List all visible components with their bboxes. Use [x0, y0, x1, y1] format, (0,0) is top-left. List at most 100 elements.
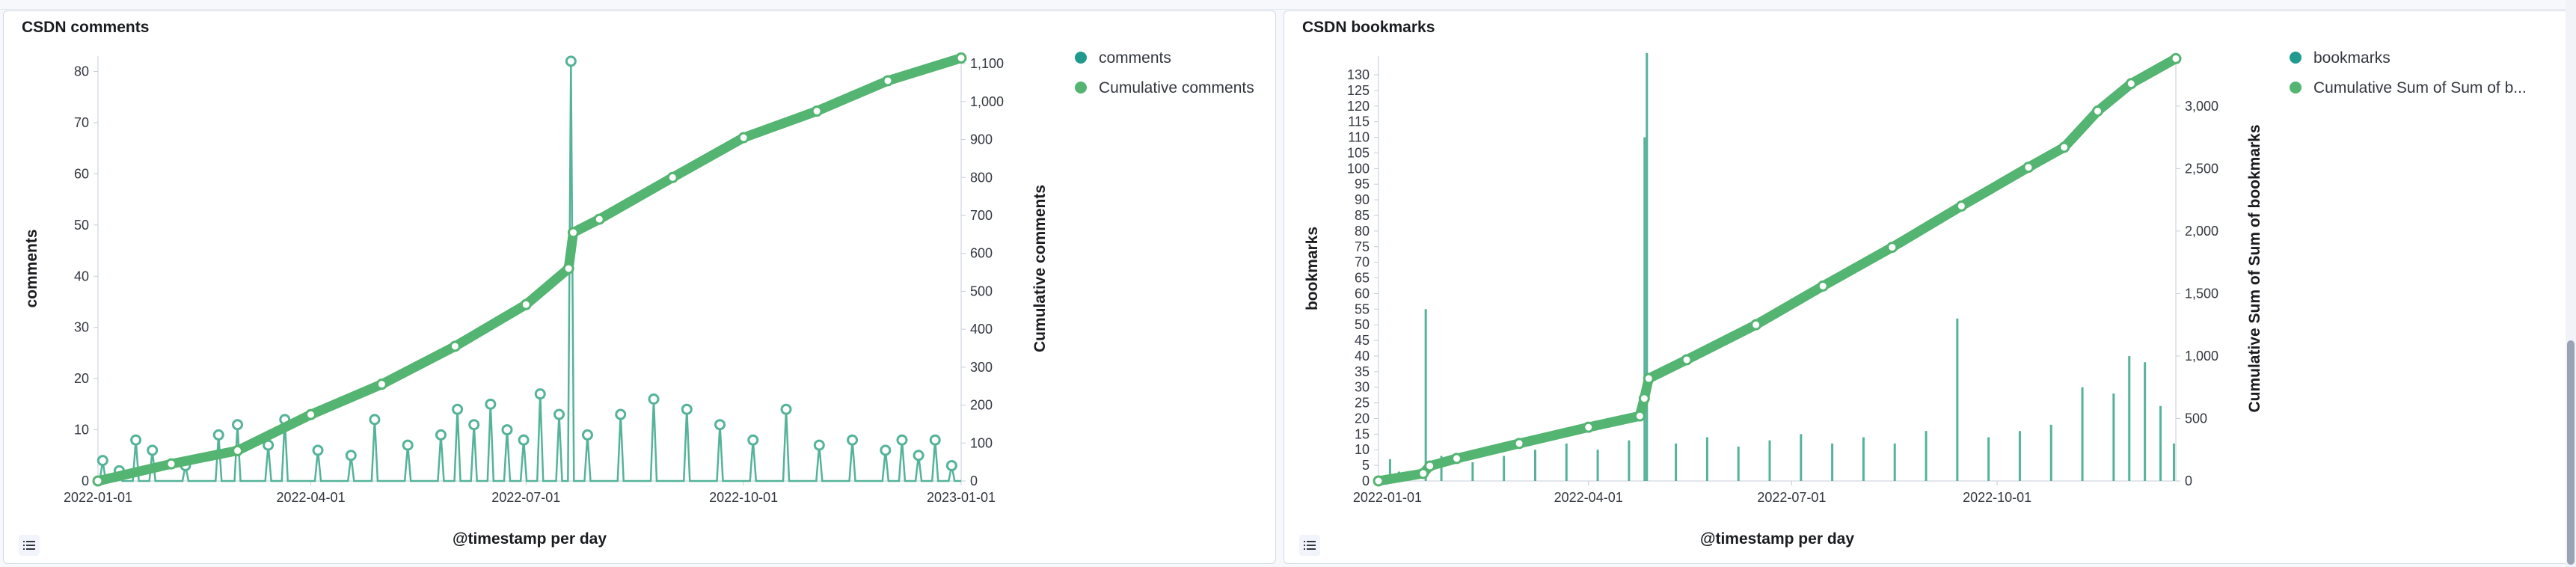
cumulative-point: [1513, 438, 1525, 450]
cumulative-point: [1424, 460, 1436, 472]
bookmarks-bar: [2128, 355, 2131, 481]
comments-point: [130, 434, 142, 446]
y-tick-label: 130: [1347, 67, 1370, 82]
cumulative-point: [1417, 468, 1429, 479]
comments-point: [452, 403, 464, 415]
y-tick-label: 110: [1348, 130, 1370, 145]
y-tick-label: 105: [1347, 145, 1370, 160]
bookmarks-bar: [1862, 437, 1865, 481]
cumulative-point: [2091, 105, 2103, 117]
y-tick-label: 55: [1355, 301, 1370, 316]
cumulative-point: [593, 213, 605, 225]
y2-tick-label: 600: [970, 246, 993, 261]
cumulative-point: [165, 458, 177, 470]
cumulative-point: [520, 298, 532, 310]
bookmarks-bar: [2018, 431, 2021, 481]
bookmarks-bar: [1565, 443, 1568, 481]
y-tick-label: 60: [1355, 286, 1370, 301]
comments-point: [896, 434, 908, 446]
y2-axis-title: Cumulative Sum of Sum of bookmarks: [2246, 124, 2263, 412]
cumulative-point: [2170, 52, 2182, 64]
bookmarks-chart: 0510152025303540455055606570758085909510…: [1304, 49, 2527, 548]
cumulative-point: [305, 408, 317, 420]
bookmarks-bar: [1440, 456, 1443, 481]
cumulative-point: [1886, 242, 1898, 254]
x-tick-label: 2022-01-01: [64, 490, 132, 505]
y-tick-label: 95: [1355, 177, 1370, 191]
bookmarks-bar: [2049, 424, 2052, 481]
y-tick-label: 15: [1355, 426, 1370, 441]
comments-point: [485, 398, 497, 410]
bookmarks-bar: [1388, 459, 1391, 481]
legend-label: comments: [1099, 49, 1171, 67]
x-tick-label: 2022-07-01: [1757, 490, 1826, 505]
bookmarks-bar: [1596, 450, 1599, 481]
cumulative-point: [562, 263, 574, 275]
comments-line: [98, 61, 961, 482]
y2-tick-label: 800: [970, 170, 993, 185]
y-tick-label: 20: [1355, 411, 1370, 426]
legend-toggle-button[interactable]: [19, 535, 40, 556]
panel-bookmarks: CSDN bookmarks 0 5 10 15 20 25 30 35 40 45 50 55 60 6…: [1284, 10, 2570, 564]
y-tick-label: 5: [1362, 458, 1370, 473]
y-tick-label: 80: [74, 64, 89, 79]
page-scrollbar[interactable]: [2566, 0, 2576, 567]
comments-point: [553, 408, 565, 420]
y2-tick-label: 400: [970, 322, 993, 337]
cumulative-line: [1373, 53, 2181, 486]
y-tick-label: 90: [1355, 192, 1370, 207]
comments-point: [534, 388, 546, 400]
comments-point: [212, 429, 224, 441]
cumulative-point: [666, 171, 678, 183]
bookmarks-bar: [1628, 440, 1631, 481]
comments-point: [813, 439, 825, 451]
bookmarks-bar: [2081, 387, 2084, 481]
cumulative-point: [1817, 280, 1829, 292]
legend-swatch: [1075, 82, 1087, 94]
cumulative-point: [1750, 319, 1762, 331]
x-tick-label: 2022-07-01: [491, 490, 560, 505]
x-tick-label: 2022-04-01: [1554, 490, 1623, 505]
y2-tick-label: 0: [970, 473, 978, 488]
list-icon: [23, 541, 35, 550]
comments-point: [945, 459, 957, 471]
y2-tick-label: 900: [970, 132, 993, 147]
legend-label: Cumulative comments: [1099, 79, 1254, 96]
comments-point: [96, 455, 108, 467]
comments-point: [913, 450, 924, 462]
x-tick-label: 2022-10-01: [1963, 490, 2031, 505]
top-bar: [0, 0, 2576, 10]
y-tick-label: 40: [74, 269, 89, 284]
comments-point: [147, 444, 159, 456]
comments-point: [615, 408, 627, 420]
scrollbar-thumb[interactable]: [2567, 340, 2575, 565]
panel-title: CSDN bookmarks: [1302, 19, 1435, 36]
legend-label: Cumulative Sum of Sum of b...: [2313, 79, 2527, 96]
comments-point: [369, 414, 381, 426]
y-tick-label: 40: [1355, 349, 1370, 364]
panel-comments: CSDN comments 0 10 20 30 40 50 60 70 80 0 100 200 30…: [3, 10, 1276, 564]
y2-tick-label: 500: [970, 284, 993, 298]
cumulative-point: [882, 75, 894, 87]
cumulative-point: [2058, 141, 2070, 153]
y-tick-label: 45: [1355, 333, 1370, 348]
comments-point: [581, 429, 593, 441]
bookmarks-bar: [1925, 431, 1928, 481]
cumulative-line: [93, 53, 966, 486]
cumulative-point: [1634, 410, 1646, 422]
comments-point: [747, 434, 759, 446]
comments-point: [435, 429, 447, 441]
bookmarks-bar: [1737, 447, 1740, 481]
panel-title: CSDN comments: [22, 19, 150, 36]
y2-tick-label: 500: [2185, 411, 2207, 426]
legend-label: bookmarks: [2313, 49, 2391, 67]
legend-toggle-button[interactable]: [1299, 535, 1320, 556]
cumulative-point: [2023, 162, 2034, 174]
y-tick-label: 30: [1355, 380, 1370, 395]
cumulative-point: [1373, 475, 1384, 487]
y-tick-label: 50: [1355, 317, 1370, 332]
y-tick-label: 30: [74, 320, 89, 335]
y-tick-label: 20: [74, 371, 89, 386]
y2-tick-label: 200: [970, 398, 993, 413]
cumulative-point: [567, 227, 579, 239]
